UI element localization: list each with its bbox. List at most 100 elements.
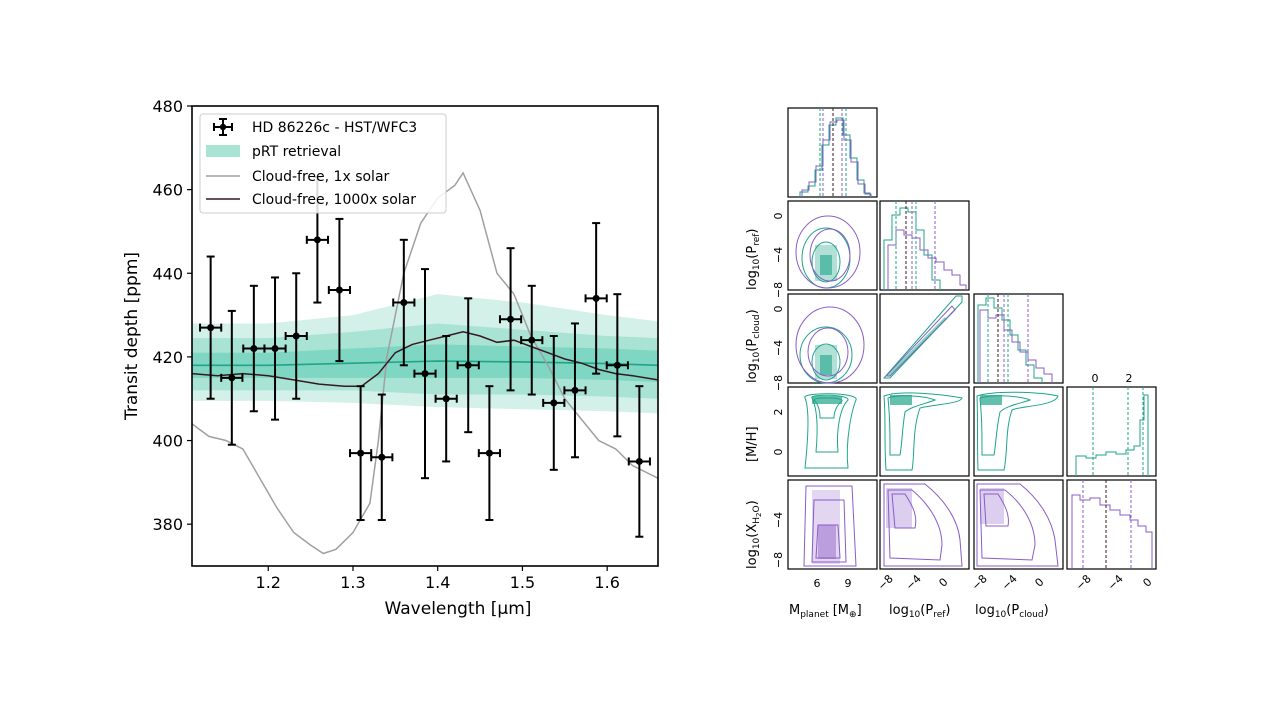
legend-label-1x: Cloud-free, 1x solar <box>252 169 390 185</box>
tick-pref-y-neg8: −8 <box>772 282 785 298</box>
observation-marker <box>464 361 472 369</box>
observation-point <box>263 276 287 421</box>
xh2o-vs-pref-contours <box>883 483 963 567</box>
contour-purple <box>979 489 1036 561</box>
x-axis-label: Wavelength [μm] <box>385 599 532 619</box>
observation-marker <box>442 395 450 403</box>
contour-teal <box>883 392 963 471</box>
observation-point <box>605 293 629 438</box>
observation-marker <box>378 453 386 461</box>
panel-mh-hist <box>1066 386 1157 477</box>
x-tick-label: 1.5 <box>510 573 535 592</box>
panel-mh-vs-mass <box>787 386 878 477</box>
tick-mh-y-0: 0 <box>772 449 785 456</box>
tick-xh2o-x-0: 0 <box>1140 575 1154 589</box>
observation-marker <box>635 457 643 465</box>
observation-point <box>413 268 437 480</box>
contour-purple <box>883 483 963 567</box>
y-tick-label: 380 <box>152 515 183 534</box>
tick-pcloud-x-neg8: −8 <box>969 572 990 593</box>
panel-mh-vs-pref <box>879 386 970 477</box>
contour-purple <box>811 499 847 563</box>
observation-marker <box>613 361 621 369</box>
density-cell <box>886 488 912 528</box>
contour-purple <box>891 493 917 529</box>
pref-vs-mass-contours <box>795 215 861 289</box>
contour-teal <box>811 343 841 381</box>
contour-teal <box>887 395 937 456</box>
observation-point <box>456 297 480 434</box>
tick-xh2o-y-neg8: −8 <box>772 552 785 568</box>
contour-teal <box>811 241 841 283</box>
corner-panels <box>787 107 1157 570</box>
density-cell <box>980 395 1002 405</box>
panel-pcloud-vs-pref <box>879 293 970 384</box>
observation-point <box>563 322 587 459</box>
density-cell <box>818 525 836 559</box>
tick-pref-x-0: 0 <box>936 575 950 589</box>
mass-hist-purple <box>801 119 872 197</box>
legend-label-observations: HD 86226c - HST/WFC3 <box>252 120 417 136</box>
ylabel-mh: [M/H] <box>745 426 760 462</box>
tick-pref-x-neg8: −8 <box>875 572 896 593</box>
observation-point <box>520 284 544 396</box>
observation-point <box>199 255 223 400</box>
pcloud-histogram <box>977 294 1053 383</box>
observations <box>199 176 651 538</box>
ylabel-pref: log10(Pref) <box>745 229 762 291</box>
observation-marker <box>357 449 365 457</box>
tick-mass-9: 9 <box>845 577 852 590</box>
panel-mh-vs-pcloud <box>973 386 1064 477</box>
x-tick-label: 1.3 <box>340 573 365 592</box>
panel-xh2o-vs-mass <box>787 479 878 570</box>
observation-marker <box>228 374 236 382</box>
tick-pcloud-x-neg4: −4 <box>999 572 1020 593</box>
contour-teal <box>882 295 963 379</box>
observation-marker <box>592 294 600 302</box>
contour-purple <box>795 215 861 289</box>
observation-marker <box>207 324 215 332</box>
observation-point <box>220 309 244 446</box>
legend-errorbar-icon <box>213 118 233 136</box>
x-tick-label: 1.2 <box>256 573 281 592</box>
contour-purple <box>976 483 1059 567</box>
observation-marker <box>335 286 343 294</box>
tick-pcloud-x-0: 0 <box>1032 575 1046 589</box>
y-tick-label: 400 <box>152 432 183 451</box>
mh-vs-pcloud-contours <box>976 391 1059 471</box>
contour-purple <box>809 228 851 282</box>
xlabel-pref: log10(Pref) <box>889 603 951 620</box>
observation-point <box>434 335 458 463</box>
legend-swatch-retrieval <box>206 145 240 157</box>
observation-point <box>627 385 651 538</box>
density-cell <box>812 396 842 404</box>
pcloud-hist-teal <box>977 297 1043 383</box>
xh2o-hist-purple <box>1071 494 1153 569</box>
observation-point <box>498 247 523 392</box>
tick-pref-y-neg4: −4 <box>772 247 785 263</box>
contour-teal <box>979 395 1032 456</box>
observation-marker <box>528 336 536 344</box>
density-cell <box>980 488 1004 524</box>
plot-frame <box>191 105 659 567</box>
pref-hist-purple <box>887 229 967 290</box>
ylabel-pcloud: log10(Pcloud) <box>745 309 762 383</box>
observation-marker <box>507 315 515 323</box>
legend-label-retrieval: pRT retrieval <box>252 144 341 160</box>
panel-xh2o-vs-pcloud <box>973 479 1064 570</box>
contour-purple <box>795 306 865 384</box>
observation-point <box>327 217 352 363</box>
mh-histogram <box>1075 387 1149 476</box>
observation-point <box>584 222 608 375</box>
tick-pcloud-y-0: 0 <box>772 306 785 313</box>
observation-point <box>370 393 394 521</box>
y-tick-label: 420 <box>152 348 183 367</box>
tick-xh2o-x-neg4: −4 <box>1105 572 1126 593</box>
contour-teal <box>811 394 849 453</box>
observation-point <box>349 385 373 521</box>
model-1x-solar-line <box>192 171 658 555</box>
observation-marker <box>400 299 408 307</box>
observation-marker <box>550 399 558 407</box>
